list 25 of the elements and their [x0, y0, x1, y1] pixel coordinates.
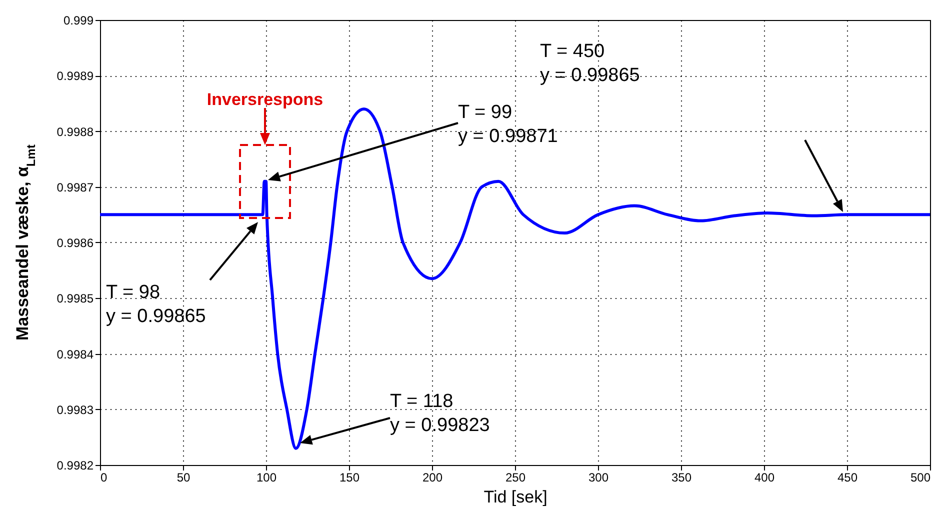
y-tick-label: 0.9982 [56, 458, 94, 472]
y-tick-label: 0.9989 [56, 69, 94, 84]
x-axis-title: Tid [sek] [484, 488, 548, 506]
annotation: Inversrespons [206, 90, 324, 109]
x-tick-label: 400 [754, 470, 775, 484]
annotation: T = 98 y = 0.99865 [106, 282, 206, 327]
y-tick-label: 0.9985 [56, 292, 94, 306]
x-tick-label: 250 [505, 470, 526, 484]
x-tick-label: 0 [100, 470, 108, 484]
x-tick-label: 500 [910, 470, 931, 484]
annotation: T = 118 y = 0.99823 [390, 391, 490, 436]
x-tick-label: 300 [588, 470, 609, 484]
y-tick-label: 0.9987 [56, 180, 94, 194]
y-tick-label: 0.9983 [56, 402, 94, 417]
y-tick-label: 0.9986 [56, 236, 94, 250]
y-tick-label: 0.9988 [56, 124, 94, 139]
x-tick-label: 100 [256, 470, 277, 484]
x-tick-label: 50 [176, 470, 190, 484]
annotation: T = 99 y = 0.99871 [458, 102, 558, 147]
x-tick-label: 200 [422, 470, 443, 484]
x-tick-label: 150 [339, 470, 360, 484]
x-tick-label: 450 [837, 470, 858, 484]
y-tick-label: 0.9984 [56, 347, 94, 362]
x-tick-label: 350 [671, 470, 692, 484]
y-tick-label: 0.999 [63, 14, 94, 28]
